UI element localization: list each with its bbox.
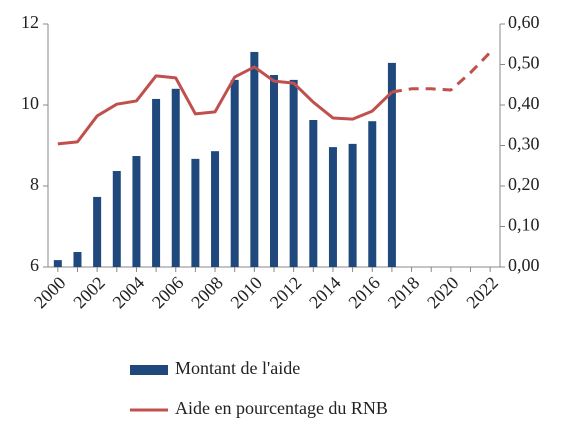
bar bbox=[211, 151, 220, 267]
x-tick-label: 2004 bbox=[109, 273, 149, 313]
bar bbox=[152, 98, 161, 267]
line-dashed bbox=[391, 51, 492, 94]
x-tick-label: 2010 bbox=[226, 273, 266, 313]
y2-tick-label: 0,00 bbox=[508, 255, 540, 275]
x-tick-label: 2018 bbox=[384, 273, 424, 313]
bar bbox=[93, 196, 102, 267]
bar bbox=[132, 156, 141, 267]
bar bbox=[250, 51, 259, 267]
legend-swatch bbox=[130, 365, 168, 375]
y-tick-label: 10 bbox=[21, 93, 39, 113]
bar bbox=[53, 260, 62, 267]
bar bbox=[171, 88, 180, 267]
bar bbox=[270, 75, 278, 267]
bar bbox=[112, 171, 121, 267]
y2-tick-label: 0,10 bbox=[508, 215, 540, 235]
bar bbox=[387, 62, 396, 267]
y-tick-label: 12 bbox=[21, 12, 39, 32]
bar bbox=[289, 79, 298, 267]
legend-label: Aide en pourcentage du RNB bbox=[175, 398, 388, 418]
bar bbox=[348, 143, 357, 267]
y2-tick-label: 0,60 bbox=[508, 12, 540, 32]
bar bbox=[191, 158, 200, 267]
x-tick-label: 2014 bbox=[305, 273, 345, 313]
x-tick-label: 2000 bbox=[30, 273, 70, 313]
bar bbox=[309, 119, 318, 267]
y2-tick-label: 0,30 bbox=[508, 134, 540, 154]
x-tick-label: 2020 bbox=[423, 273, 463, 313]
y2-tick-label: 0,40 bbox=[508, 93, 540, 113]
x-tick-label: 2008 bbox=[187, 273, 227, 313]
legend-label: Montant de l'aide bbox=[175, 358, 300, 378]
x-tick-label: 2016 bbox=[344, 273, 384, 313]
bar bbox=[230, 79, 239, 267]
y2-tick-label: 0,20 bbox=[508, 174, 540, 194]
bar bbox=[368, 121, 377, 267]
y2-tick-label: 0,50 bbox=[508, 53, 540, 73]
y-tick-label: 6 bbox=[30, 255, 39, 275]
x-tick-label: 2012 bbox=[266, 273, 306, 313]
bar bbox=[73, 252, 82, 267]
x-tick-label: 2022 bbox=[462, 273, 502, 313]
line bbox=[57, 65, 393, 146]
x-tick-label: 2002 bbox=[69, 273, 109, 313]
x-tick-label: 2006 bbox=[148, 273, 188, 313]
bar bbox=[328, 147, 337, 267]
y-tick-label: 8 bbox=[30, 174, 39, 194]
